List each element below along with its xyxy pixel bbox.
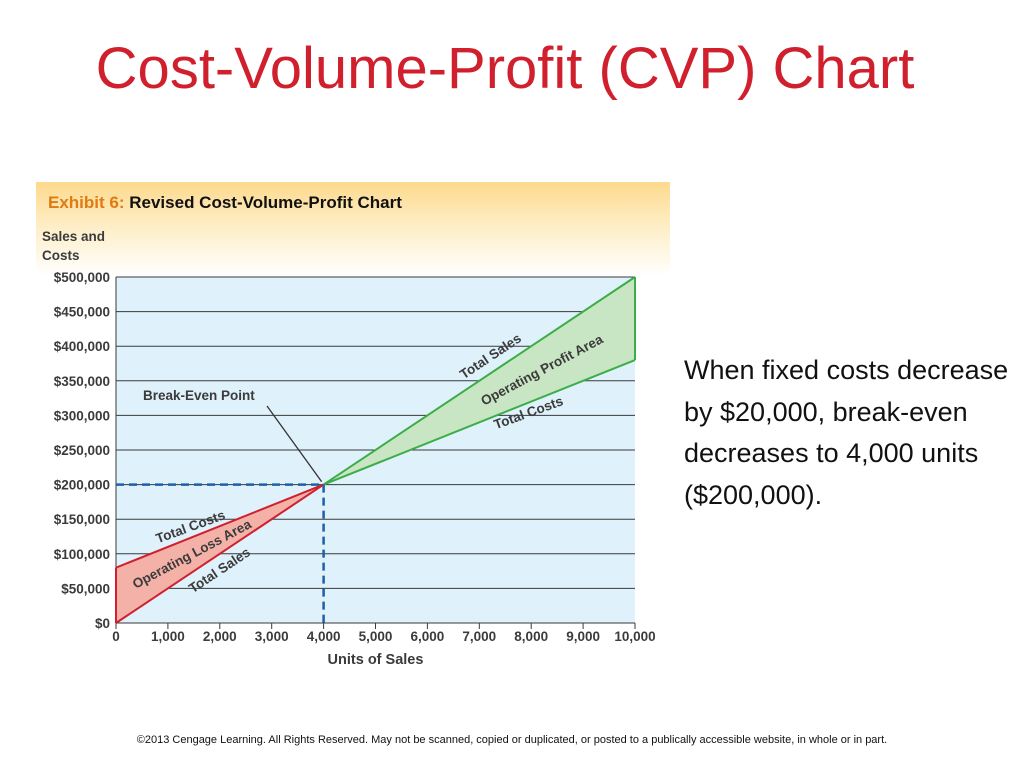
y-tick-label: $150,000 xyxy=(54,512,110,527)
x-tick-label: 9,000 xyxy=(566,629,600,644)
y-tick-label: $0 xyxy=(95,616,110,631)
exhibit-title-text: Revised Cost-Volume-Profit Chart xyxy=(129,193,402,212)
x-tick-label: 7,000 xyxy=(462,629,496,644)
total-costs-line-profit xyxy=(323,359,636,486)
exhibit-number: Exhibit 6: xyxy=(48,193,125,212)
x-tick-label: 3,000 xyxy=(255,629,289,644)
x-tick-label: 1,000 xyxy=(151,629,185,644)
y-tick-label: $350,000 xyxy=(54,374,110,389)
x-tick-label: 6,000 xyxy=(411,629,445,644)
slide-title: Cost-Volume-Profit (CVP) Chart xyxy=(95,36,915,101)
break-even-label: Break-Even Point xyxy=(143,388,255,403)
y-tick-label: $100,000 xyxy=(54,547,110,562)
y-tick-label: $300,000 xyxy=(54,408,110,423)
total-sales-line-profit xyxy=(323,276,636,486)
exhibit-header-panel xyxy=(36,182,670,276)
y-tick-label: $500,000 xyxy=(54,270,110,285)
x-axis-title: Units of Sales xyxy=(328,652,424,668)
copyright-notice: ©2013 Cengage Learning. All Rights Reser… xyxy=(136,734,888,746)
x-tick-label: 10,000 xyxy=(614,629,655,644)
y-tick-label: $50,000 xyxy=(61,581,110,596)
total-costs-line-loss xyxy=(115,483,324,569)
x-tick-label: 2,000 xyxy=(203,629,237,644)
break-even-leader xyxy=(266,405,323,482)
x-tick-label: 4,000 xyxy=(307,629,341,644)
x-tick-label: 0 xyxy=(112,629,120,644)
cvp-chart: $0 $50,000 $100,000 $150,000 $200,000 $250,00… xyxy=(42,229,656,668)
y-tick-label: $400,000 xyxy=(54,339,110,354)
y-tick-label: $250,000 xyxy=(54,443,110,458)
exhibit-title: Exhibit 6: Revised Cost-Volume-Profit Ch… xyxy=(48,193,402,213)
y-tick-label: $200,000 xyxy=(54,478,110,493)
x-tick-label: 5,000 xyxy=(359,629,393,644)
y-tick-label: $450,000 xyxy=(54,305,110,320)
y-axis-title: Sales and Costs xyxy=(42,229,105,263)
x-tick-label: 8,000 xyxy=(514,629,548,644)
total-sales-line-loss xyxy=(115,483,325,624)
side-note: When fixed costs decrease by $20,000, br… xyxy=(684,355,1009,510)
